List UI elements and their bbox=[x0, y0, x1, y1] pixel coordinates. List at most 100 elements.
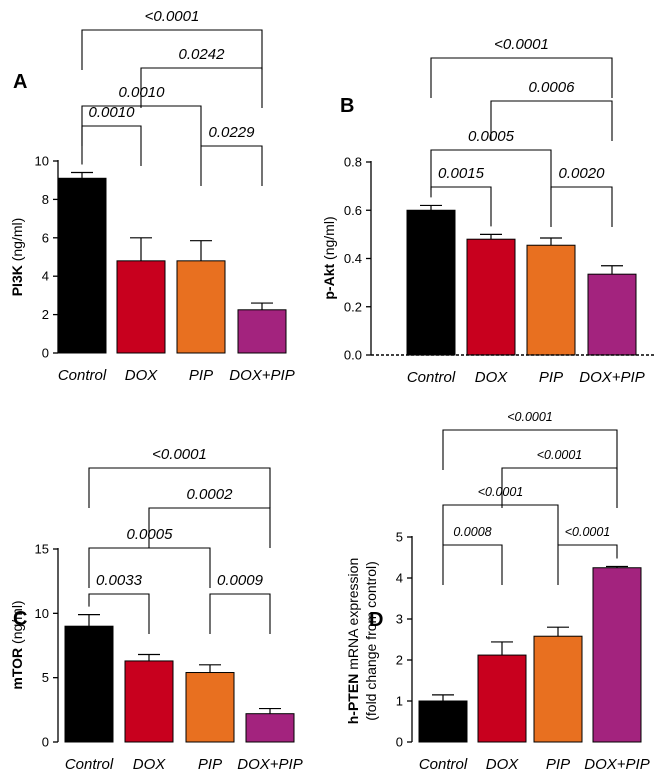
y-tick-label: 0.4 bbox=[344, 251, 362, 266]
y-tick-label: 10 bbox=[35, 154, 49, 169]
p-value-label: 0.0002 bbox=[187, 486, 234, 503]
y-tick-label: 5 bbox=[42, 670, 49, 685]
y-tick-label: 3 bbox=[396, 612, 403, 627]
y-axis-label: h-PTEN mRNA expression bbox=[345, 558, 361, 725]
y-axis-label-line2: (fold change from control) bbox=[363, 561, 379, 721]
category-label: DOX+PIP bbox=[229, 367, 294, 384]
y-tick-label: 15 bbox=[35, 542, 49, 557]
bar-control bbox=[406, 209, 456, 356]
category-label: PIP bbox=[546, 756, 570, 772]
significance-bracket bbox=[550, 186, 613, 227]
significance-bracket bbox=[200, 145, 263, 186]
y-tick-label: 6 bbox=[42, 230, 49, 245]
bar-pip bbox=[185, 672, 235, 743]
panel-c: C 0 5 10 15 mTOR (ng/ml) Control DOX PIP DOX+PIP 0… bbox=[9, 446, 303, 772]
y-axis-label-rest: mRNA expression bbox=[345, 558, 361, 674]
p-value-label: <0.0001 bbox=[478, 485, 524, 499]
category-label: DOX bbox=[133, 756, 167, 772]
p-value-label: 0.0005 bbox=[127, 526, 174, 543]
significance-bracket bbox=[430, 149, 552, 190]
category-label: DOX bbox=[125, 367, 159, 384]
bar-dox-pip bbox=[245, 713, 295, 743]
significance-bracket bbox=[442, 544, 503, 585]
significance-bracket bbox=[81, 125, 142, 166]
p-value-label: <0.0001 bbox=[537, 448, 583, 462]
significance-bracket bbox=[442, 504, 559, 545]
p-value-label: <0.0001 bbox=[152, 446, 207, 463]
p-value-label: <0.0001 bbox=[565, 525, 611, 539]
y-tick-label: 0.0 bbox=[344, 348, 362, 363]
bar-control bbox=[64, 625, 114, 743]
category-label: Control bbox=[419, 756, 468, 772]
y-axis-label: p-Akt (ng/ml) bbox=[321, 216, 337, 299]
y-axis-label: PI3K (ng/ml) bbox=[9, 218, 25, 297]
y-tick-label: 0.6 bbox=[344, 203, 362, 218]
y-axis-label-bold: h-PTEN bbox=[345, 674, 361, 725]
y-tick-label: 10 bbox=[35, 606, 49, 621]
significance-bracket bbox=[430, 57, 613, 98]
y-axis-label-rest: (ng/ml) bbox=[321, 216, 337, 263]
y-tick-label: 4 bbox=[396, 571, 403, 586]
significance-bracket bbox=[140, 67, 263, 108]
panel-letter: B bbox=[340, 95, 354, 117]
category-label: Control bbox=[58, 367, 107, 384]
bar-dox bbox=[477, 654, 527, 743]
bar-dox bbox=[466, 238, 516, 356]
y-axis-label-bold: PI3K bbox=[9, 265, 25, 296]
p-value-label: <0.0001 bbox=[507, 410, 553, 424]
p-value-label: 0.0006 bbox=[529, 79, 576, 96]
p-value-label: 0.0010 bbox=[119, 84, 166, 101]
bar-pip bbox=[176, 260, 226, 354]
significance-bracket bbox=[209, 593, 271, 634]
category-label: DOX bbox=[475, 369, 509, 386]
significance-bracket bbox=[88, 593, 150, 634]
y-tick-label: 0.8 bbox=[344, 155, 362, 170]
y-tick-label: 0.2 bbox=[344, 299, 362, 314]
p-value-label: 0.0242 bbox=[179, 46, 226, 63]
bar-dox-pip bbox=[587, 273, 637, 356]
y-tick-label: 5 bbox=[396, 530, 403, 545]
panel-letter: A bbox=[13, 71, 27, 93]
bar-control bbox=[418, 700, 468, 743]
y-tick-label: 1 bbox=[396, 694, 403, 709]
significance-bracket bbox=[430, 186, 492, 227]
y-axis-label-rest: (ng/ml) bbox=[9, 600, 25, 647]
significance-bracket bbox=[490, 100, 613, 141]
y-tick-label: 0 bbox=[42, 735, 49, 750]
significance-bracket bbox=[501, 467, 618, 508]
category-label: PIP bbox=[539, 369, 563, 386]
category-label: DOX bbox=[486, 756, 520, 772]
panel-a: A 0 2 4 6 8 10 PI3K (ng/ml) Control DOX PIP DOX+PIP… bbox=[9, 8, 295, 384]
category-label: DOX+PIP bbox=[584, 756, 649, 772]
p-value-label: 0.0020 bbox=[559, 165, 606, 182]
p-value-label: 0.0010 bbox=[89, 104, 136, 121]
p-value-label: 0.0229 bbox=[209, 124, 256, 141]
panel-d: D 0 1 2 3 4 5 h-PTEN mRNA expression (fold chang… bbox=[345, 410, 650, 772]
y-axis-label-bold: p-Akt bbox=[321, 264, 337, 300]
bar-dox bbox=[116, 260, 166, 354]
y-tick-label: 2 bbox=[42, 307, 49, 322]
bar-dox bbox=[124, 660, 174, 743]
y-tick-label: 4 bbox=[42, 269, 49, 284]
p-value-label: 0.0009 bbox=[217, 572, 264, 589]
significance-bracket bbox=[148, 507, 271, 548]
y-tick-label: 0 bbox=[396, 735, 403, 750]
y-axis-label-bold: mTOR bbox=[9, 648, 25, 690]
bar-pip bbox=[533, 635, 583, 743]
category-label: DOX+PIP bbox=[579, 369, 644, 386]
p-value-label: <0.0001 bbox=[494, 36, 549, 53]
bar-pip bbox=[526, 244, 576, 356]
bar-control bbox=[57, 177, 107, 354]
significance-bracket bbox=[557, 544, 618, 585]
y-tick-label: 8 bbox=[42, 192, 49, 207]
panel-b: B 0.0 0.2 0.4 0.6 0.8 p-Akt (ng/ml) Control DOX P… bbox=[321, 36, 654, 386]
significance-bracket bbox=[88, 467, 271, 508]
p-value-label: 0.0033 bbox=[96, 572, 143, 589]
p-value-label: 0.0008 bbox=[453, 525, 491, 539]
category-label: PIP bbox=[189, 367, 213, 384]
panel-letter: C bbox=[13, 608, 27, 630]
panel-letter: D bbox=[369, 609, 383, 631]
category-label: Control bbox=[65, 756, 114, 772]
y-axis-label: mTOR (ng/ml) bbox=[9, 600, 25, 689]
